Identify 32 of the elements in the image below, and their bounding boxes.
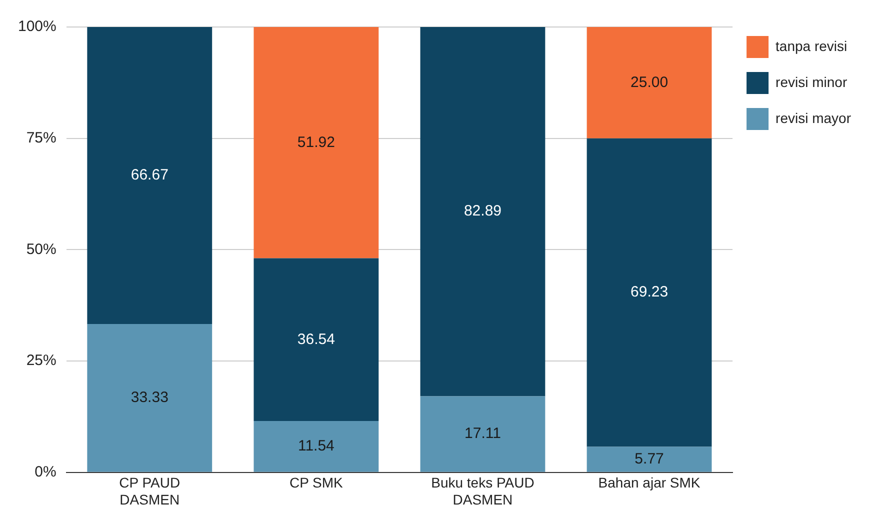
y-tick-label: 25% [26, 352, 56, 370]
bar [586, 138, 712, 447]
data-label: 17.11 [464, 425, 501, 442]
bar [87, 324, 212, 472]
y-tick-label: 100% [18, 18, 56, 36]
data-label: 11.54 [298, 438, 334, 455]
bar [254, 258, 379, 421]
y-tick-label: 0% [34, 464, 56, 481]
data-label: 33.33 [130, 389, 168, 406]
legend-label: tanpa revisi [776, 38, 848, 54]
bar [420, 27, 546, 396]
y-tick-label: 50% [26, 240, 56, 258]
x-tick-label: CP PAUD DASMEN [119, 474, 180, 508]
bar [87, 27, 212, 324]
x-tick-label: Bahan ajar SMK [598, 474, 701, 491]
bar [254, 27, 379, 258]
data-label: 66.67 [130, 166, 168, 184]
data-label: 25.00 [630, 74, 668, 91]
data-label: 51.92 [297, 134, 335, 151]
data-label: 5.77 [634, 450, 664, 468]
data-label: 36.54 [297, 330, 335, 348]
data-label: 82.89 [464, 202, 502, 220]
bar [420, 396, 546, 472]
y-tick-label: 75% [26, 129, 56, 146]
bar [586, 446, 712, 472]
legend-label: revisi mayor [776, 110, 852, 126]
bar [254, 421, 379, 472]
data-label: 69.23 [630, 284, 668, 301]
bar [586, 27, 712, 138]
x-tick-label: CP SMK [289, 474, 344, 491]
legend-label: revisi minor [776, 74, 848, 90]
x-tick-label: Buku teks PAUD DASMEN [431, 474, 534, 508]
